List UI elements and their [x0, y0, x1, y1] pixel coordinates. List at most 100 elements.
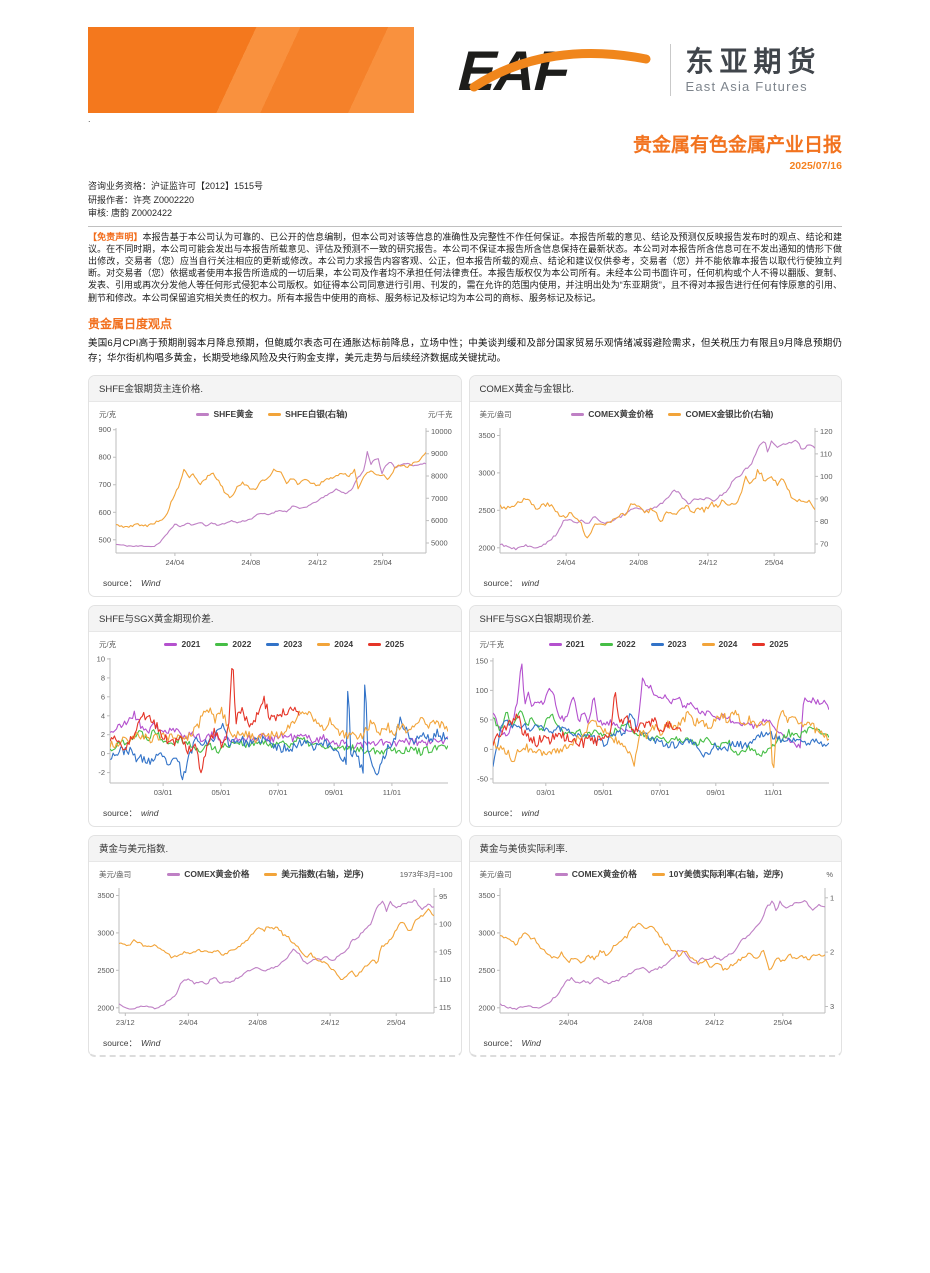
legend-item: 2023: [266, 639, 302, 649]
svg-text:0: 0: [483, 745, 487, 754]
svg-text:24/04: 24/04: [179, 1018, 198, 1027]
svg-text:8: 8: [101, 673, 105, 682]
legend-item: COMEX黄金价格: [571, 408, 653, 420]
report-date: 2025/07/16: [789, 160, 842, 172]
meta-author: 研报作者：许亮 Z0002220: [88, 194, 195, 205]
legend-item: 美元指数(右轴，逆序): [264, 868, 364, 880]
svg-text:24/12: 24/12: [705, 1018, 724, 1027]
legend-item: SHFE白银(右轴): [268, 408, 348, 420]
svg-text:07/01: 07/01: [650, 788, 669, 797]
chart-source: source： wind: [483, 577, 540, 588]
legend-item: 2021: [164, 639, 200, 649]
svg-text:120: 120: [820, 427, 833, 436]
svg-text:3000: 3000: [478, 468, 495, 477]
left-axis-unit: 元/克: [99, 639, 117, 649]
disclaimer: 【免责声明】本报告基于本公司认为可靠的、已公开的信息编制，但本公司对该等信息的准…: [88, 231, 842, 304]
svg-text:24/04: 24/04: [558, 1018, 577, 1027]
svg-text:95: 95: [439, 892, 447, 901]
legend-item: 2025: [752, 639, 788, 649]
svg-text:2: 2: [101, 730, 105, 739]
svg-text:3000: 3000: [97, 928, 114, 937]
legend-item: 2023: [650, 639, 687, 649]
svg-text:24/08: 24/08: [248, 1018, 267, 1027]
legend-item: 2022: [599, 639, 636, 649]
svg-text:23/12: 23/12: [116, 1018, 135, 1027]
meta-license: 咨询业务资格：沪证监许可【2012】1515号: [88, 181, 264, 191]
chart-title: COMEX黄金与金银比.: [469, 375, 841, 402]
svg-text:600: 600: [98, 508, 111, 517]
svg-text:2000: 2000: [478, 1003, 495, 1012]
chart-plot: 500 600 700 800 900 5000 6000 7000 8000 9000 10000…: [89, 422, 461, 572]
chart-grid: SHFE金银期货主连价格. 元/克 SHFE黄金 SHFE白银(右轴) 元/千克 …: [88, 374, 842, 1057]
chart-title: SHFE与SGX白银期现价差.: [469, 605, 841, 632]
svg-text:24/12: 24/12: [321, 1018, 340, 1027]
brand-name-cn: 东亚期货: [685, 45, 822, 77]
chart-source: source： Wind: [103, 1037, 161, 1048]
svg-text:03/01: 03/01: [154, 788, 173, 797]
legend-item: 10Y美债实际利率(右轴，逆序): [651, 868, 783, 880]
right-axis-unit: %: [826, 869, 833, 879]
svg-text:0: 0: [101, 749, 105, 758]
svg-text:25/04: 25/04: [387, 1018, 406, 1027]
svg-text:3500: 3500: [97, 891, 114, 900]
left-axis-unit: 美元/盎司: [99, 869, 132, 879]
svg-text:110: 110: [439, 975, 451, 984]
chart-legend: COMEX黄金价格 10Y美债实际利率(右轴，逆序): [512, 868, 827, 880]
chart-legend: 2021 2022 2023 2024 2025: [504, 639, 833, 649]
logo-divider: [670, 44, 672, 96]
svg-text:2: 2: [830, 947, 834, 956]
svg-text:150: 150: [475, 656, 488, 665]
svg-text:10000: 10000: [431, 427, 452, 436]
svg-text:800: 800: [98, 452, 111, 461]
chart-title: SHFE与SGX黄金期现价差.: [89, 605, 461, 632]
svg-text:70: 70: [820, 539, 828, 548]
svg-text:100: 100: [439, 919, 452, 928]
chart-legend: 2021 2022 2023 2024 2025: [116, 639, 452, 649]
chart-plot: 2000 2500 3000 3500 70 80 90 100 110 120 24/04 24/0…: [470, 422, 842, 572]
stray-dot: .: [88, 114, 91, 124]
legend-item: 2025: [368, 639, 404, 649]
section-body: 美国6月CPI高于预期削弱本月降息预期，但鲍威尔表态可在通胀达标前降息，立场中性…: [88, 337, 842, 364]
svg-text:110: 110: [820, 449, 832, 458]
svg-text:8000: 8000: [431, 471, 448, 480]
chart-card-gold-real-rate: 黄金与美债实际利率. 美元/盎司 COMEX黄金价格 10Y美债实际利率(右轴，逆…: [468, 834, 842, 1057]
chart-source: source： Wind: [483, 1037, 541, 1048]
legend-item: COMEX黄金价格: [554, 868, 637, 880]
svg-text:25/04: 25/04: [773, 1018, 792, 1027]
svg-text:700: 700: [98, 480, 111, 489]
svg-text:-2: -2: [98, 768, 105, 777]
chart-legend: SHFE黄金 SHFE白银(右轴): [116, 408, 428, 420]
title-block: 贵金属有色金属产业日报 2025/07/16: [88, 135, 842, 172]
svg-text:7000: 7000: [431, 494, 448, 503]
meta-block: 咨询业务资格：沪证监许可【2012】1515号 研报作者：许亮 Z0002220…: [88, 180, 842, 221]
svg-text:24/12: 24/12: [698, 558, 717, 567]
chart-card-gold-dxy: 黄金与美元指数. 美元/盎司 COMEX黄金价格 美元指数(右轴，逆序) 1973…: [88, 834, 462, 1057]
chart-plot: -50 0 50 100 150 03/01 05/01 07/01 09/01 11/01: [470, 652, 842, 802]
svg-text:24/08: 24/08: [633, 1018, 652, 1027]
svg-text:24/12: 24/12: [308, 558, 327, 567]
svg-text:105: 105: [439, 947, 452, 956]
logo-zone: EAF 东亚期货 East Asia Futures: [414, 27, 842, 113]
legend-item: SHFE黄金: [196, 408, 253, 420]
svg-text:80: 80: [820, 517, 828, 526]
svg-text:900: 900: [98, 425, 111, 434]
svg-text:25/04: 25/04: [373, 558, 392, 567]
chart-legend: COMEX黄金价格 COMEX金银比价(右轴): [512, 408, 833, 420]
svg-text:11/01: 11/01: [383, 788, 401, 797]
svg-text:2500: 2500: [478, 966, 495, 975]
left-axis-unit: 元/千克: [479, 639, 505, 649]
chart-title: 黄金与美债实际利率.: [469, 835, 841, 862]
legend-item: 2024: [701, 639, 737, 649]
chart-plot: 2000 2500 3000 3500 95 100 105 110 115 23/12 24/04…: [89, 882, 461, 1032]
chart-card-silver-basis: SHFE与SGX白银期现价差. 元/千克 2021 2022 2023 2024 202…: [468, 604, 842, 827]
report-title: 贵金属有色金属产业日报: [632, 135, 842, 156]
svg-text:500: 500: [98, 535, 111, 544]
chart-card-comex-gold-ratio: COMEX黄金与金银比. 美元/盎司 COMEX黄金价格 COMEX金银比价(右轴…: [468, 374, 842, 597]
right-axis-note: 1973年3月=100: [399, 869, 453, 879]
chart-legend: COMEX黄金价格 美元指数(右轴，逆序): [131, 868, 400, 880]
left-axis-unit: 美元/盎司: [479, 869, 512, 879]
svg-text:100: 100: [820, 472, 833, 481]
chart-title: 黄金与美元指数.: [89, 835, 461, 862]
svg-text:50: 50: [479, 715, 487, 724]
